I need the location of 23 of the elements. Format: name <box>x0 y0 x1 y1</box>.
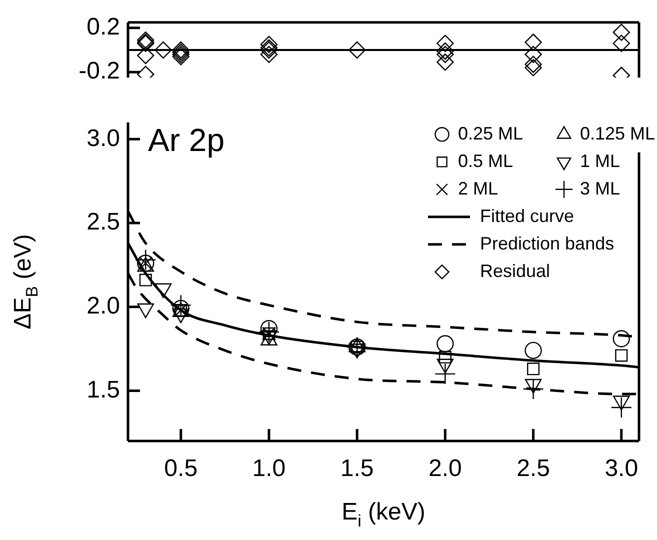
y-tick-label: 1.5 <box>86 376 120 404</box>
legend-label: 1 ML <box>580 150 620 171</box>
x-tick-label: 1.0 <box>252 455 286 482</box>
legend-label: 0.125 ML <box>580 123 656 144</box>
x-tick-label: 1.5 <box>340 455 374 482</box>
y-tick-label: 2.5 <box>86 208 120 236</box>
text: Residual <box>480 260 550 281</box>
x-tick-label: 3.0 <box>604 455 638 482</box>
x-tick-label: 2.5 <box>516 455 550 482</box>
legend-label: Prediction bands <box>480 233 614 254</box>
legend-label: 0.25 ML <box>458 123 524 144</box>
y-tick-label: 3.0 <box>86 124 120 152</box>
legend-label: 0.5 ML <box>458 150 514 171</box>
x-tick-label: 2.0 <box>428 455 462 482</box>
legend-label: Fitted curve <box>480 206 574 226</box>
x-tick-label: 0.5 <box>164 455 198 482</box>
y-tick-label: 0.2 <box>86 14 120 41</box>
y-axis-title: ΔEB (eV) <box>9 234 42 330</box>
y-tick-label: 2.0 <box>86 292 120 320</box>
legend-label: 3 ML <box>580 178 620 198</box>
legend-label: 2 ML <box>458 178 498 198</box>
annotation: Ar 2p <box>148 122 224 158</box>
y-tick-label: -0.2 <box>78 58 120 85</box>
